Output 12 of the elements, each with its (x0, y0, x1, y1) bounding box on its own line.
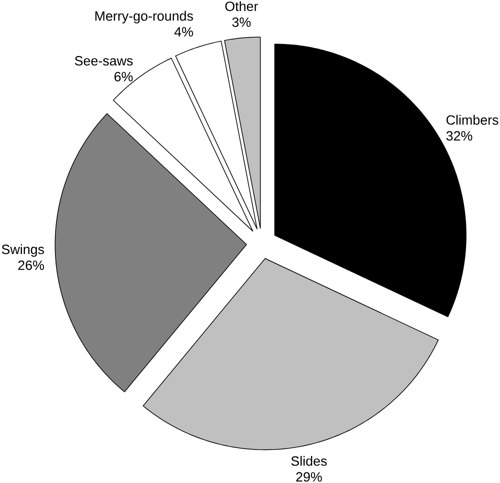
data-label: 3% (232, 18, 251, 28)
data-label: 26% (18, 260, 44, 270)
slice-label: Climbers (446, 114, 498, 125)
slice-label: Swings (2, 244, 44, 257)
data-label: 32% (446, 131, 472, 141)
slice-label: Slides (291, 456, 327, 466)
slice-label: See-saws (74, 56, 133, 66)
data-label: 4% (174, 27, 193, 37)
data-label: 29% (296, 472, 322, 482)
data-label: 6% (114, 72, 133, 82)
slice-label: Other (225, 1, 258, 12)
slice-label: Merry-go-rounds (95, 10, 193, 24)
